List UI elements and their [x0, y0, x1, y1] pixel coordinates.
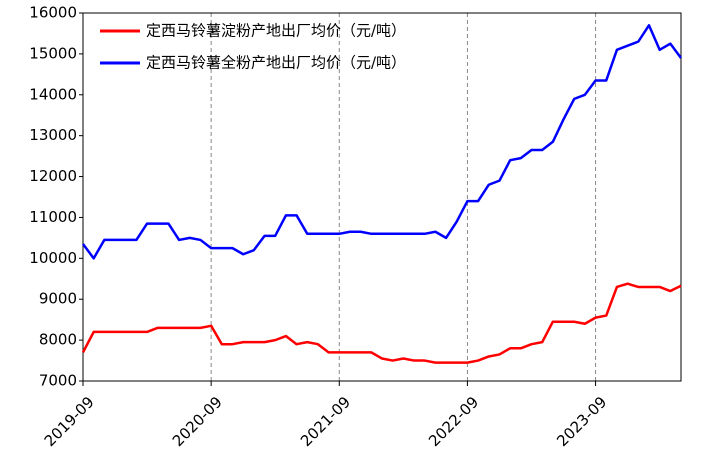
- y-tick-label: 7000: [39, 372, 77, 390]
- line: [81, 24, 683, 260]
- legend-label: 定西马铃薯淀粉产地出厂均价（元/吨）: [146, 22, 406, 40]
- y-tick-label: 12000: [29, 167, 77, 185]
- plot-frame: [82, 12, 682, 382]
- x-tick-label: 2023-09: [553, 393, 610, 450]
- x-tick-label: 2021-09: [297, 393, 354, 450]
- x-tick-label: 2020-09: [169, 393, 226, 450]
- y-tick-label: 9000: [39, 290, 77, 308]
- y-tick-label: 16000: [29, 4, 77, 22]
- y-tick-label: 8000: [39, 331, 77, 349]
- y-tick-label: 13000: [29, 126, 77, 144]
- y-tick-label: 15000: [29, 44, 77, 62]
- x-tick-label: 2022-09: [425, 393, 482, 450]
- y-tick-label: 11000: [29, 208, 77, 226]
- y-tick-label: 10000: [29, 249, 77, 267]
- line: [81, 282, 682, 364]
- x-tick-label: 2019-09: [41, 393, 98, 450]
- legend-label: 定西马铃薯全粉产地出厂均价（元/吨）: [146, 54, 406, 72]
- y-tick-label: 14000: [29, 85, 77, 103]
